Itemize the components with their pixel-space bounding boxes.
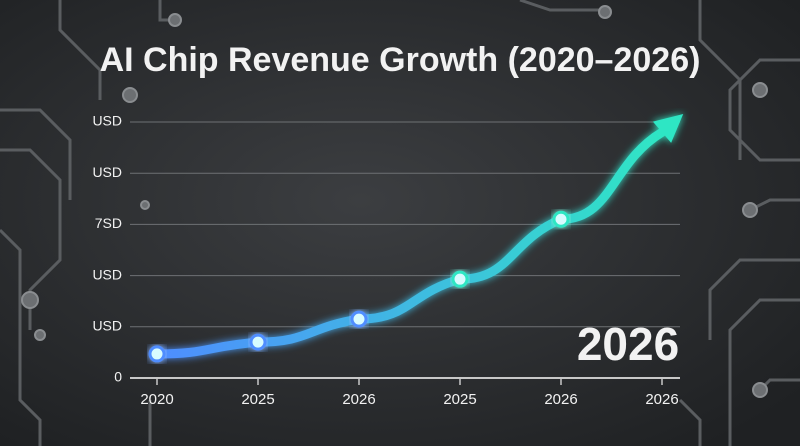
y-tick-label: USD xyxy=(92,113,122,129)
x-tick-label: 2026 xyxy=(544,391,577,408)
x-tick-label: 2026 xyxy=(645,391,678,408)
chart-title: AI Chip Revenue Growth (2020–2026) xyxy=(100,41,701,79)
annotation: 2026 xyxy=(577,318,679,370)
x-tick-label: 2020 xyxy=(140,391,173,408)
arrow-head xyxy=(652,113,684,143)
y-tick-label: USD xyxy=(92,318,122,334)
y-tick-label: 0 xyxy=(114,369,122,385)
x-tick-label: 2025 xyxy=(443,391,476,408)
data-point xyxy=(148,345,166,363)
y-tick-label: USD xyxy=(92,164,122,180)
x-tick-label: 2026 xyxy=(342,391,375,408)
data-point xyxy=(451,270,469,288)
x-tick-label: 2025 xyxy=(241,391,274,408)
data-point xyxy=(249,333,267,351)
data-point xyxy=(350,310,368,328)
y-tick-label: 7SD xyxy=(95,215,122,231)
y-tick-label: USD xyxy=(92,266,122,282)
data-point xyxy=(552,210,570,228)
